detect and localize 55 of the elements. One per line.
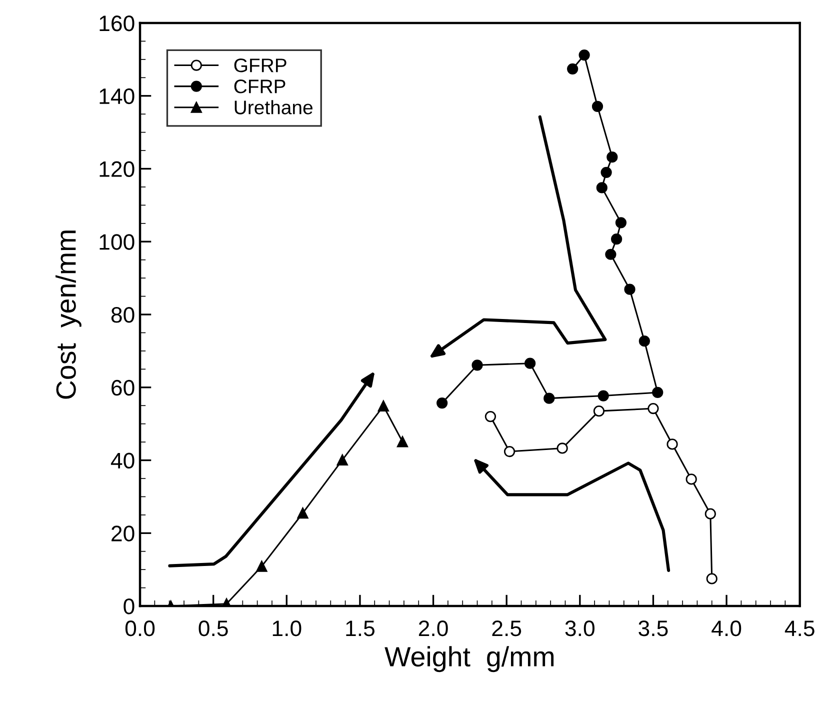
y-tick-label: 100 <box>100 234 134 250</box>
point <box>666 438 678 450</box>
x-tick-label: 4.0 <box>712 620 742 636</box>
y-tick-label: 140 <box>100 88 134 104</box>
x-tick-label: 4.5 <box>784 620 814 636</box>
point <box>611 234 622 245</box>
point <box>615 217 627 228</box>
point <box>706 573 718 584</box>
y-tick-label: 160 <box>100 16 134 32</box>
point <box>606 152 618 163</box>
point <box>578 49 590 61</box>
x-tick-label: 0.5 <box>198 620 228 636</box>
point <box>297 508 308 519</box>
point <box>567 63 578 74</box>
point <box>592 100 604 112</box>
y-tick-label: 60 <box>112 380 134 396</box>
legend-label: CFRP <box>234 80 286 94</box>
point <box>704 508 716 520</box>
point <box>484 410 496 422</box>
point <box>524 358 536 369</box>
x-tick-label: 3.0 <box>565 620 594 636</box>
point <box>436 397 448 409</box>
legend-label: GFRP <box>234 58 286 72</box>
point <box>600 166 612 178</box>
y-tick-label: 120 <box>100 161 134 178</box>
point <box>593 406 605 417</box>
legend-label: Urethane <box>234 100 312 114</box>
y-tick-label: 80 <box>111 307 134 323</box>
point <box>396 436 408 448</box>
point <box>638 336 650 347</box>
x-axis-title: Weight g/mm <box>384 646 554 672</box>
point <box>605 248 616 260</box>
point <box>504 446 516 458</box>
point <box>598 390 609 402</box>
y-axis-title: Cost yen/mm <box>56 230 82 399</box>
y-tick-label: 40 <box>110 452 134 469</box>
point <box>336 454 348 466</box>
point <box>472 360 483 371</box>
x-tick-label: 1.5 <box>346 620 374 636</box>
point <box>648 402 659 414</box>
point <box>652 386 664 398</box>
y-tick-label: 0 <box>124 598 134 614</box>
x-tick-label: 3.5 <box>638 620 668 636</box>
x-tick-label: 0.0 <box>125 620 155 636</box>
point <box>556 442 568 454</box>
y-tick-label: 20 <box>112 526 134 542</box>
x-tick-label: 1.0 <box>272 620 302 636</box>
x-tick-label: 2.5 <box>492 620 522 636</box>
point <box>596 182 608 194</box>
point <box>686 474 697 485</box>
point <box>624 284 636 295</box>
point <box>544 392 555 404</box>
x-tick-label: 2.0 <box>418 620 448 636</box>
point <box>256 560 268 572</box>
point <box>378 400 389 412</box>
